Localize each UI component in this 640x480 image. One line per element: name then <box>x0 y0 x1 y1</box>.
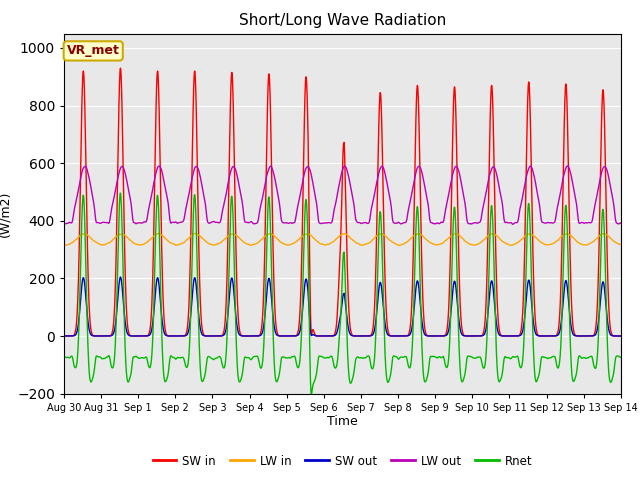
LW in <box>584 242 591 248</box>
Line: LW in: LW in <box>64 233 621 245</box>
LW out <box>509 221 516 227</box>
LW in <box>358 242 366 248</box>
SW in <box>568 307 575 313</box>
LW in <box>60 242 68 248</box>
Line: LW out: LW out <box>64 166 621 224</box>
Rnet <box>504 355 512 360</box>
SW in <box>504 333 512 339</box>
Rnet <box>116 190 124 196</box>
LW in <box>371 235 378 241</box>
Rnet <box>216 354 223 360</box>
LW out <box>568 176 575 181</box>
SW out <box>216 333 223 339</box>
Rnet <box>308 392 316 397</box>
SW in <box>320 333 328 339</box>
LW out <box>584 220 591 226</box>
Rnet <box>371 350 379 356</box>
SW out <box>116 274 124 280</box>
Title: Short/Long Wave Radiation: Short/Long Wave Radiation <box>239 13 446 28</box>
LW out <box>215 220 223 226</box>
Legend: SW in, LW in, SW out, LW out, Rnet: SW in, LW in, SW out, LW out, Rnet <box>148 450 537 472</box>
LW in <box>155 230 163 236</box>
SW out <box>568 327 575 333</box>
SW out <box>504 333 512 339</box>
LW out <box>617 220 625 226</box>
SW out <box>584 333 591 339</box>
X-axis label: Time: Time <box>327 415 358 429</box>
Rnet <box>584 355 591 361</box>
LW out <box>60 220 68 226</box>
Line: SW in: SW in <box>64 68 621 336</box>
Line: SW out: SW out <box>64 277 621 336</box>
Rnet <box>568 371 575 376</box>
SW in <box>359 333 367 339</box>
Line: Rnet: Rnet <box>64 193 621 395</box>
SW out <box>617 333 625 339</box>
SW out <box>371 325 379 331</box>
SW out <box>359 333 367 339</box>
Y-axis label: (W/m2): (W/m2) <box>0 191 12 237</box>
SW in <box>617 333 625 339</box>
SW in <box>216 333 223 339</box>
LW out <box>371 192 378 197</box>
SW in <box>584 333 591 339</box>
SW in <box>371 296 379 302</box>
LW out <box>358 220 366 226</box>
Rnet <box>617 355 625 360</box>
SW out <box>320 333 328 339</box>
LW out <box>564 163 572 169</box>
SW in <box>60 333 68 339</box>
LW in <box>568 234 575 240</box>
LW in <box>395 242 403 248</box>
Text: VR_met: VR_met <box>67 44 120 58</box>
Rnet <box>60 354 68 360</box>
Rnet <box>359 355 367 361</box>
LW out <box>504 220 512 226</box>
LW in <box>504 241 512 247</box>
LW in <box>617 241 625 247</box>
SW in <box>116 65 124 71</box>
SW out <box>60 333 68 339</box>
LW in <box>216 240 223 246</box>
